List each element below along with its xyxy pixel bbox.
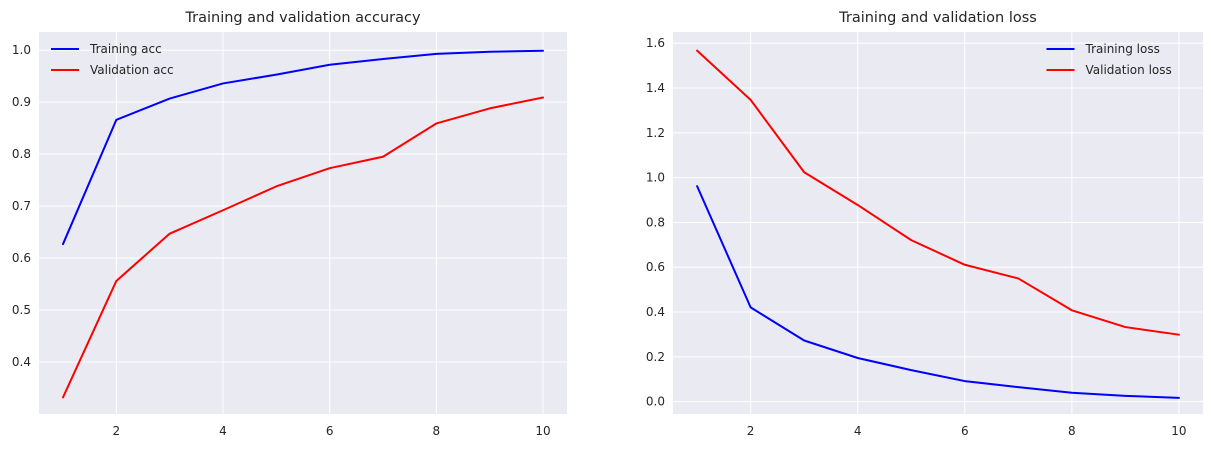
- x-tick-label: 6: [961, 424, 969, 438]
- data-point: [62, 396, 64, 398]
- y-tick-label: 1.6: [646, 36, 665, 50]
- data-point: [542, 50, 544, 52]
- x-tick-label: 8: [1068, 424, 1076, 438]
- chart-title: Training and validation loss: [838, 10, 1037, 26]
- series-line-validation-loss: [696, 49, 1180, 336]
- data-point: [169, 98, 171, 100]
- data-point: [489, 107, 491, 109]
- y-tick-label: 0.4: [12, 355, 31, 369]
- x-tick-label: 2: [747, 424, 755, 438]
- series-line-validation-acc: [62, 96, 544, 399]
- y-tick-label: 1.0: [646, 171, 665, 185]
- legend-label: Validation loss: [1086, 63, 1172, 77]
- plot-area: [39, 32, 567, 414]
- data-point: [115, 280, 117, 282]
- data-point: [1178, 397, 1180, 399]
- data-point: [489, 51, 491, 53]
- x-tick-label: 10: [1171, 424, 1186, 438]
- y-tick-label: 0.0: [646, 395, 665, 409]
- data-point: [1124, 395, 1126, 397]
- data-point: [1071, 309, 1073, 311]
- legend: Training acc Validation acc: [51, 42, 174, 77]
- data-point: [857, 204, 859, 206]
- data-point: [696, 185, 698, 187]
- chart-title: Training and validation accuracy: [184, 10, 421, 26]
- plot-area: [673, 32, 1203, 414]
- y-tick-label: 0.2: [646, 350, 665, 364]
- data-point: [1071, 392, 1073, 394]
- data-point: [750, 99, 752, 101]
- data-point: [803, 171, 805, 173]
- series-line-training-acc: [62, 49, 544, 246]
- x-tick-label: 6: [326, 424, 334, 438]
- y-tick-label: 0.6: [646, 260, 665, 274]
- data-point: [435, 122, 437, 124]
- data-point: [1178, 334, 1180, 336]
- y-tick-label: 0.6: [12, 251, 31, 265]
- data-point: [169, 233, 171, 235]
- y-tick-label: 0.8: [12, 147, 31, 161]
- data-point: [964, 264, 966, 266]
- data-point: [329, 167, 331, 169]
- data-point: [750, 306, 752, 308]
- y-tick-label: 1.0: [12, 43, 31, 57]
- legend-label: Training loss: [1085, 42, 1160, 56]
- data-point: [1017, 277, 1019, 279]
- y-tick-label: 0.8: [646, 215, 665, 229]
- y-tick-label: 0.4: [646, 305, 665, 319]
- data-point: [696, 50, 698, 52]
- data-point: [222, 82, 224, 84]
- data-point: [329, 64, 331, 66]
- y-tick-label: 0.7: [12, 199, 31, 213]
- data-point: [857, 357, 859, 359]
- legend-label: Training acc: [89, 42, 162, 56]
- data-point: [542, 96, 544, 98]
- data-point: [964, 380, 966, 382]
- x-tick-label: 2: [113, 424, 121, 438]
- data-point: [275, 185, 277, 187]
- data-point: [275, 74, 277, 76]
- chart-1: 2 4 6 8 10 0.4 0.5 0.6 0.7 0.8 0.9 1.0 Training and …: [12, 10, 567, 438]
- chart-2: 2 4 6 8 10 0.0 0.2 0.4 0.6 0.8 1.0 1.2 1.4 1.6 Trainin…: [646, 10, 1203, 438]
- data-point: [910, 369, 912, 371]
- data-point: [115, 119, 117, 121]
- data-point: [382, 58, 384, 60]
- legend-label: Validation acc: [90, 63, 174, 77]
- data-point: [435, 53, 437, 55]
- y-tick-label: 1.4: [646, 81, 665, 95]
- data-point: [803, 340, 805, 342]
- data-point: [222, 209, 224, 211]
- x-tick-label: 8: [433, 424, 441, 438]
- data-point: [62, 243, 64, 245]
- data-point: [382, 156, 384, 158]
- y-tick-label: 1.2: [646, 126, 665, 140]
- data-point: [1124, 326, 1126, 328]
- x-tick-label: 4: [219, 424, 227, 438]
- x-tick-label: 10: [535, 424, 550, 438]
- data-point: [1017, 386, 1019, 388]
- data-point: [910, 239, 912, 241]
- series-line-training-loss: [696, 185, 1180, 399]
- x-tick-label: 4: [854, 424, 862, 438]
- y-tick-label: 0.9: [12, 95, 31, 109]
- legend: Training loss Validation loss: [1046, 42, 1172, 77]
- y-tick-label: 0.5: [12, 303, 31, 317]
